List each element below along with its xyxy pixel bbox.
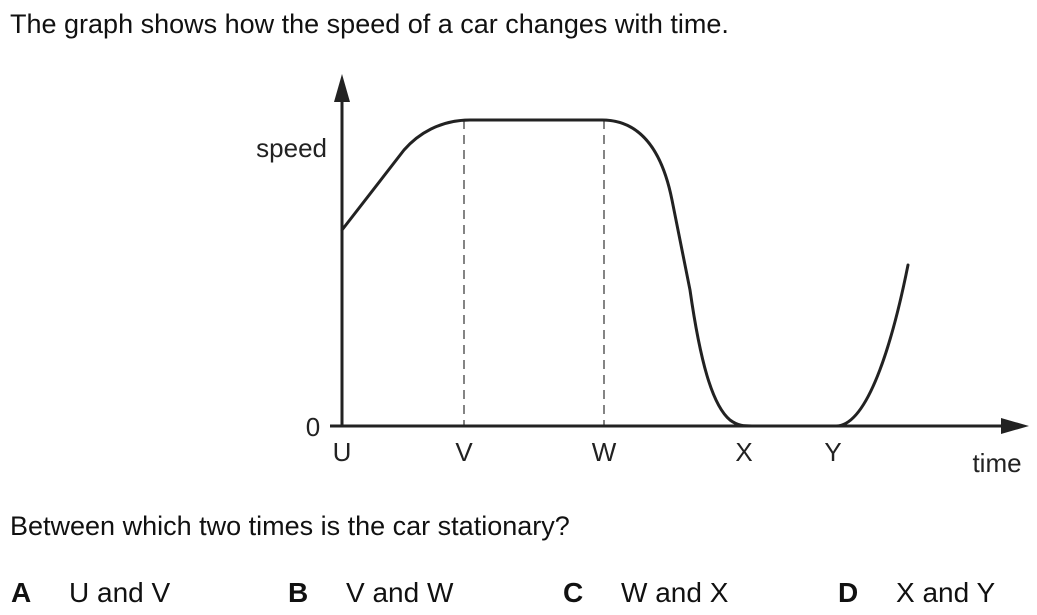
time-label-v: V [455, 437, 473, 467]
time-label-u: U [333, 437, 352, 467]
y-axis-arrow-icon [334, 74, 350, 102]
intro-text: The graph shows how the speed of a car c… [10, 9, 729, 39]
option-d-text: X and Y [896, 577, 996, 608]
option-b-text: V and W [346, 577, 454, 608]
time-label-x: X [735, 437, 752, 467]
option-d-letter: D [838, 577, 859, 608]
speed-curve [340, 118, 910, 428]
option-b[interactable]: B V and W [288, 573, 453, 613]
option-b-letter: B [288, 577, 309, 608]
option-a-letter: A [11, 577, 32, 608]
option-a[interactable]: A U and V [11, 573, 170, 613]
answer-options: A U and V B V and W C W and X D X and Y [0, 573, 1037, 613]
option-a-text: U and V [69, 577, 171, 608]
option-d[interactable]: D X and Y [838, 573, 995, 613]
option-c[interactable]: C W and X [563, 573, 728, 613]
time-label-w: W [592, 437, 617, 467]
question-text: Between which two times is the car stati… [10, 511, 570, 541]
y-axis-label: speed [256, 133, 327, 163]
time-label-y: Y [824, 437, 841, 467]
x-axis-label: time [972, 448, 1021, 478]
x-axis-arrow-icon [1001, 418, 1029, 434]
option-c-letter: C [563, 577, 584, 608]
option-c-text: W and X [621, 577, 729, 608]
origin-label: 0 [306, 412, 320, 442]
speed-time-graph: speed 0 time U V W X Y [256, 74, 1029, 478]
